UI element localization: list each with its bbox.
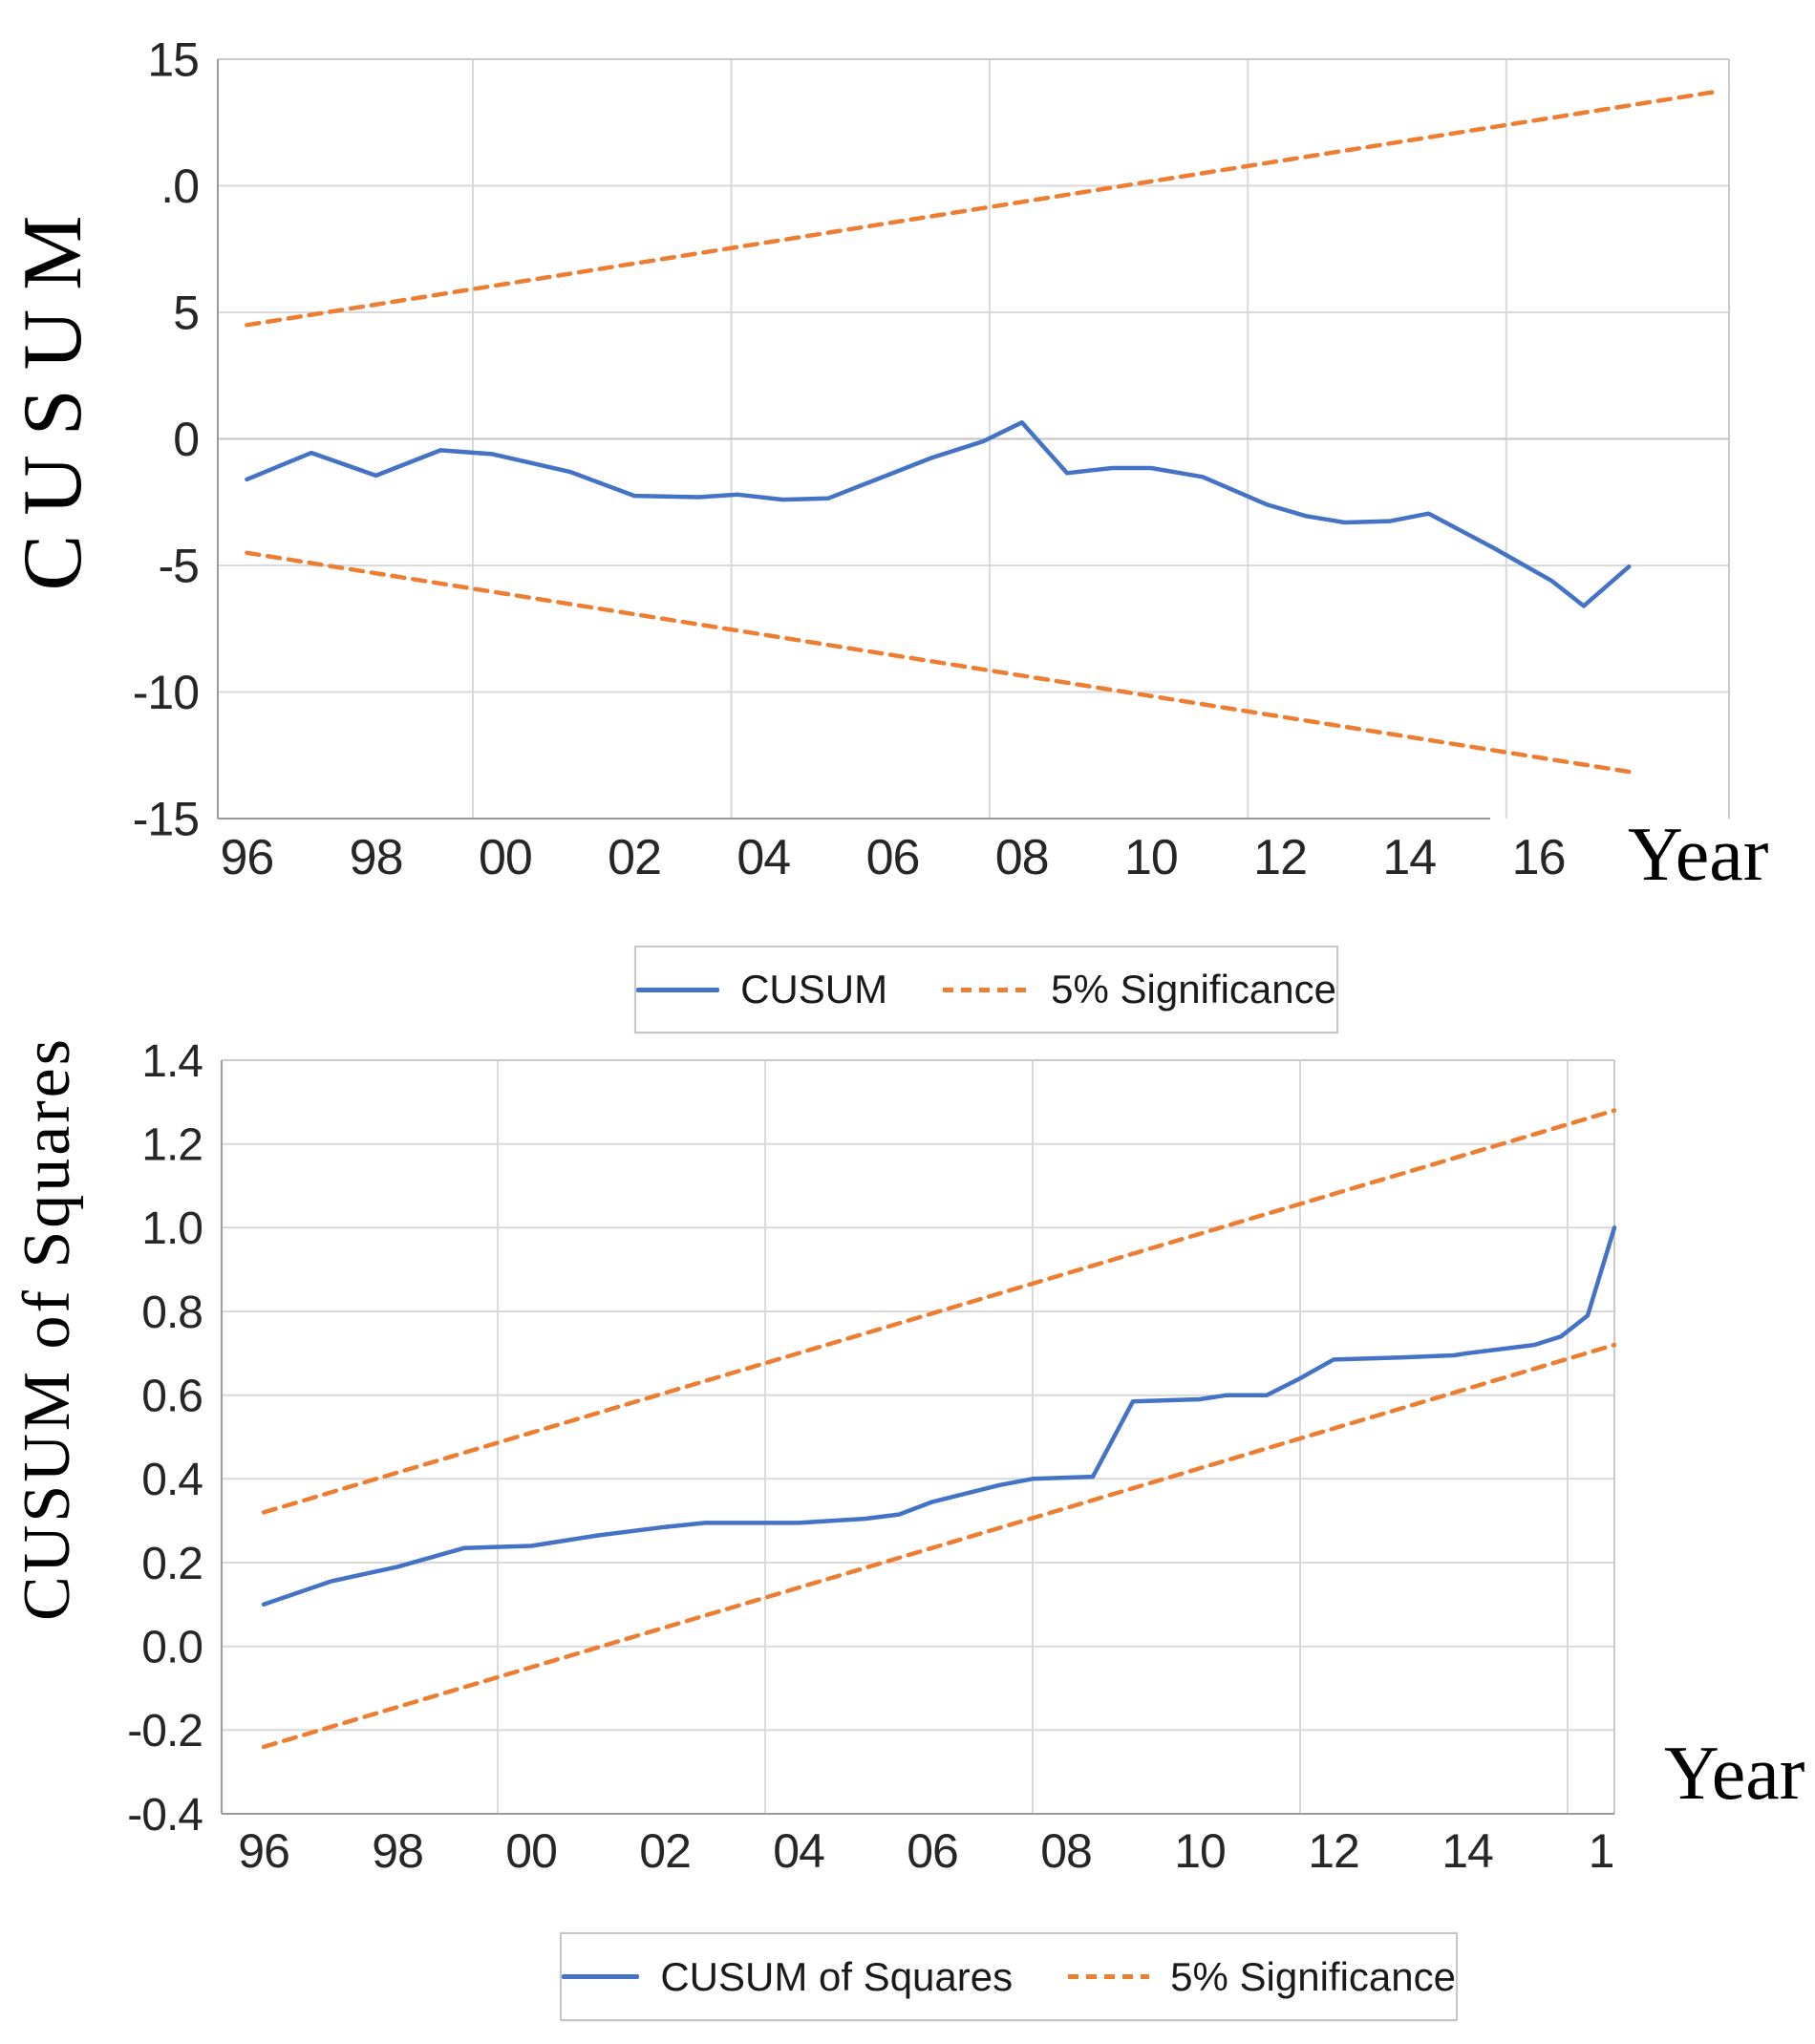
x-tick-label: 14 — [1382, 830, 1436, 885]
x-tick-label: 96 — [238, 1824, 289, 1878]
y-tick-label: -0.2 — [127, 1706, 203, 1757]
y-tick-label: 15 — [147, 33, 199, 87]
x-tick-label: 08 — [1040, 1824, 1092, 1878]
cusum-series-line — [245, 420, 1632, 608]
cusumsq-legend-label: CUSUM of Squares — [660, 1953, 1014, 1999]
x-tick-label: 12 — [1253, 830, 1307, 885]
x-tick-label: 00 — [505, 1824, 557, 1878]
y-tick-label: -0.4 — [127, 1790, 203, 1841]
y-tick-label: 0.0 — [141, 1623, 203, 1673]
x-tick-label: 04 — [773, 1824, 824, 1878]
cusum-legend: CUSUM 5% Significance — [634, 946, 1338, 1033]
significance-dash-sample — [943, 987, 1031, 992]
x-tick-label: 06 — [907, 1824, 958, 1878]
cusumsq-plot: 1.4 1.2 1.0 0.8 0.6 0.4 0.2 0.0 -0.2 -0.4 96 98 00 02… — [127, 1036, 1617, 1878]
significance-bound-line — [245, 550, 1632, 775]
significance-bound-line — [245, 90, 1716, 328]
x-tick-label: 96 — [220, 830, 273, 885]
y-tick-label: 0.2 — [141, 1539, 203, 1589]
y-tick-label: 0.6 — [141, 1372, 203, 1422]
cusumsq-x-axis-title: Year — [1664, 1732, 1805, 1816]
y-tick-label: 5 — [173, 287, 199, 340]
x-tick-label: 10 — [1124, 830, 1178, 885]
x-tick-label: 1 — [1589, 1824, 1614, 1878]
cusumsq-legend: CUSUM of Squares 5% Significance — [560, 1932, 1458, 2021]
cusum-legend-label: CUSUM — [740, 967, 888, 1011]
significance-dash-sample — [1068, 1974, 1150, 1979]
y-tick-label: 0 — [173, 413, 199, 466]
y-tick-label: 0.4 — [141, 1455, 203, 1505]
y-tick-label: 1.4 — [141, 1036, 203, 1087]
cusumsq-y-axis-title: CUSUM of Squares — [11, 1036, 84, 1621]
significance-legend-label: 5% Significance — [1051, 967, 1336, 1011]
x-tick-label: 12 — [1308, 1824, 1359, 1878]
y-tick-label: 0.8 — [141, 1288, 203, 1338]
y-tick-label: .0 — [160, 160, 199, 213]
significance-bound-line — [261, 1108, 1617, 1515]
significance-bound-line — [261, 1342, 1617, 1750]
x-tick-label: 04 — [737, 830, 790, 885]
y-tick-label: -5 — [159, 540, 199, 593]
x-tick-label: 02 — [608, 830, 661, 885]
y-tick-label: 1.2 — [141, 1120, 203, 1171]
y-tick-label: 1.0 — [141, 1203, 203, 1254]
x-tick-label: 10 — [1174, 1824, 1226, 1878]
cusumsq-line-sample — [562, 1974, 640, 1979]
x-tick-label: 02 — [639, 1824, 691, 1878]
x-tick-label: 00 — [479, 830, 532, 885]
x-tick-label: 06 — [866, 830, 920, 885]
x-tick-label: 16 — [1512, 830, 1566, 885]
x-tick-label: 98 — [350, 830, 403, 885]
cusum-plot: 15 .0 5 0 -5 -10 -15 96 98 00 02 04 06 08 10 12 14 16 — [133, 33, 1730, 885]
x-tick-label: 14 — [1441, 1824, 1493, 1878]
cusumsq-series-line — [261, 1225, 1617, 1608]
cusum-x-axis-title: Year — [1628, 813, 1769, 897]
x-tick-label: 08 — [995, 830, 1049, 885]
significance-legend-label: 5% Significance — [1170, 1953, 1456, 1999]
cusum-y-axis-title: CUSUM — [7, 196, 99, 591]
y-tick-label: -15 — [133, 793, 199, 846]
x-tick-label: 98 — [372, 1824, 423, 1878]
y-tick-label: -10 — [133, 666, 199, 719]
cusum-line-sample — [636, 987, 720, 992]
